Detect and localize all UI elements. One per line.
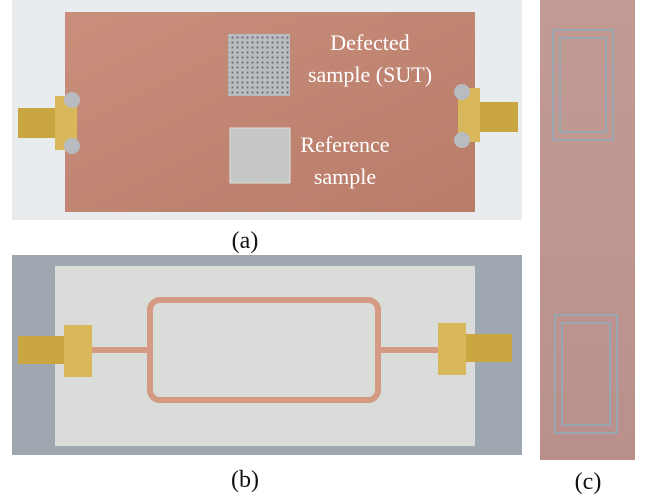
reference-sample [230, 128, 290, 183]
panel-label: (c) [575, 469, 602, 495]
panel-label: (a) [232, 228, 259, 254]
panel-a: Defected sample (SUT) Reference sample (… [12, 0, 522, 254]
panel-label: (b) [231, 467, 259, 493]
substrate-board [55, 266, 475, 446]
figure: Defected sample (SUT) Reference sample (… [0, 0, 665, 499]
annotation: sample [314, 164, 376, 189]
annotation: Reference [300, 132, 389, 157]
annotation: Defected [330, 30, 409, 55]
panel-b: (b) [12, 255, 522, 493]
defected-sample [228, 34, 290, 96]
annotation: sample (SUT) [308, 62, 432, 87]
panel-c: (c) [540, 0, 635, 495]
